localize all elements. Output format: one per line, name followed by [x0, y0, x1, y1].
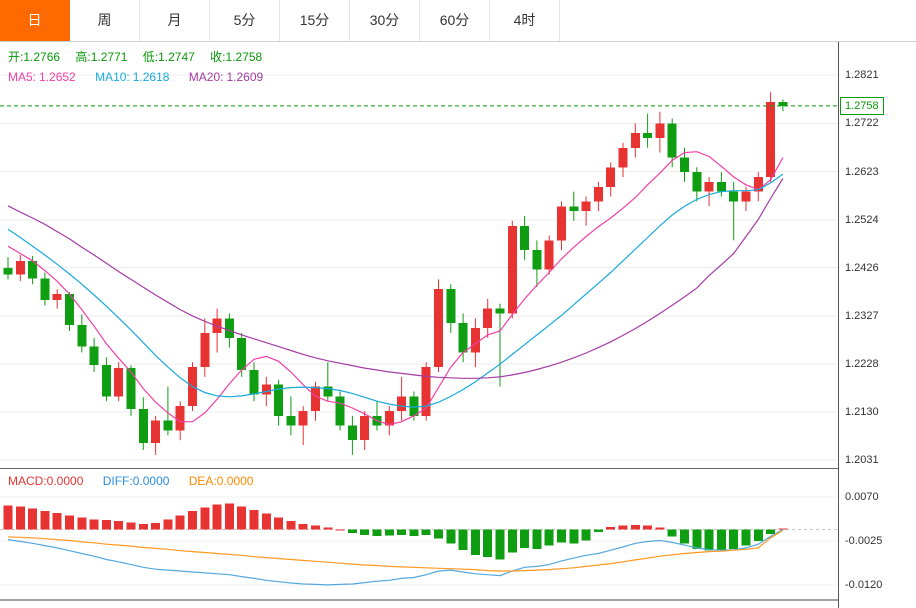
- tab-15min[interactable]: 15分: [280, 0, 350, 41]
- close-readout: 收:1.2758: [210, 50, 262, 64]
- macd-readout: MACD:0.0000 DIFF:0.0000 DEA:0.0000: [0, 468, 838, 492]
- ma20-value: 1.2609: [226, 70, 264, 84]
- open-value: 1.2766: [23, 50, 61, 64]
- ma10-value: 1.2618: [132, 70, 170, 84]
- chart-body: 开:1.2766 高:1.2771 低:1.2747 收:1.2758 MA5:…: [0, 42, 916, 608]
- close-label: 收:: [210, 50, 226, 64]
- diff-value: 0.0000: [132, 474, 170, 488]
- macd-chart-canvas[interactable]: [0, 492, 838, 608]
- price-tick-label: 1.2327: [845, 309, 879, 322]
- open-label: 开:: [8, 50, 24, 64]
- price-tick-label: 1.2623: [845, 165, 879, 178]
- price-tick-label: 1.2130: [845, 405, 879, 418]
- tab-30min[interactable]: 30分: [350, 0, 420, 41]
- ma5-value: 1.2652: [39, 70, 76, 84]
- ma5-readout: MA5: 1.2652: [8, 70, 76, 84]
- macd-value-readout: MACD:0.0000: [8, 474, 83, 488]
- price-tick-label: 1.2722: [845, 117, 879, 130]
- macd-tick-label: 0.0070: [845, 491, 879, 504]
- current-price-tag: 1.2758: [840, 96, 884, 115]
- main-chart-panel: 开:1.2766 高:1.2771 低:1.2747 收:1.2758 MA5:…: [0, 42, 838, 468]
- interval-toolbar: 日 周 月 5分 15分 30分 60分 4时: [0, 0, 916, 42]
- tab-month[interactable]: 月: [140, 0, 210, 41]
- high-value: 1.2771: [90, 50, 128, 64]
- price-tick-label: 1.2228: [845, 358, 879, 371]
- price-axis: 1.2821 1.2722 1.2623 1.2524 1.2426 1.2327 1.22…: [838, 42, 916, 608]
- tab-60min[interactable]: 60分: [420, 0, 490, 41]
- ohlc-readout: 开:1.2766 高:1.2771 低:1.2747 收:1.2758: [8, 48, 274, 65]
- diff-label: DIFF:: [102, 474, 133, 488]
- main-chart-canvas[interactable]: [0, 42, 838, 468]
- tab-day[interactable]: 日: [0, 0, 70, 41]
- close-value: 1.2758: [225, 50, 263, 64]
- macd-tick-label: -0.0120: [845, 578, 883, 591]
- ma10-readout: MA10: 1.2618: [95, 70, 169, 84]
- ma20-readout: MA20: 1.2609: [189, 70, 263, 84]
- tab-4hour[interactable]: 4时: [490, 0, 560, 41]
- macd-value: 0.0000: [46, 474, 84, 488]
- low-readout: 低:1.2747: [143, 50, 195, 64]
- ma20-label: MA20:: [188, 70, 224, 84]
- macd-tick-label: -0.0025: [845, 534, 883, 547]
- low-value: 1.2747: [158, 50, 195, 64]
- price-tick-label: 1.2031: [845, 454, 879, 467]
- high-readout: 高:1.2771: [75, 50, 127, 64]
- tab-week[interactable]: 周: [70, 0, 140, 41]
- ma10-label: MA10:: [95, 70, 130, 84]
- low-label: 低:: [142, 50, 159, 64]
- diff-value-readout: DIFF:0.0000: [103, 474, 170, 488]
- ma-readout: MA5: 1.2652 MA10: 1.2618 MA20: 1.2609: [8, 70, 279, 84]
- tab-5min[interactable]: 5分: [210, 0, 280, 41]
- high-label: 高:: [75, 50, 91, 64]
- price-tick-label: 1.2426: [845, 261, 879, 274]
- dea-value-readout: DEA:0.0000: [189, 474, 254, 488]
- dea-label: DEA:: [188, 474, 217, 488]
- price-tick-label: 1.2524: [845, 213, 879, 226]
- ma5-label: MA5:: [8, 70, 37, 84]
- open-readout: 开:1.2766: [8, 50, 60, 64]
- chart-column: 开:1.2766 高:1.2771 低:1.2747 收:1.2758 MA5:…: [0, 42, 838, 608]
- dea-value: 0.0000: [216, 474, 254, 488]
- macd-label: MACD:: [8, 474, 47, 488]
- price-tick-label: 1.2821: [845, 69, 879, 82]
